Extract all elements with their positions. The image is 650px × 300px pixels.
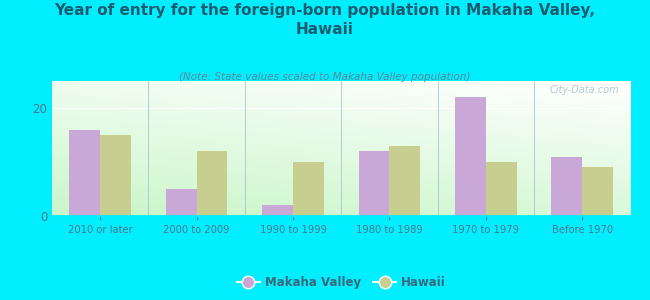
Bar xyxy=(551,157,582,216)
Text: (Note: State values scaled to Makaha Valley population): (Note: State values scaled to Makaha Val… xyxy=(179,72,471,82)
Bar xyxy=(486,162,517,216)
Bar xyxy=(359,151,389,216)
Bar xyxy=(166,189,196,216)
Bar xyxy=(455,97,486,216)
Text: City-Data.com: City-Data.com xyxy=(549,85,619,95)
Bar xyxy=(389,146,421,216)
Bar xyxy=(196,151,227,216)
Bar xyxy=(582,167,613,216)
Bar xyxy=(70,130,100,216)
Text: Year of entry for the foreign-born population in Makaha Valley,
Hawaii: Year of entry for the foreign-born popul… xyxy=(55,3,595,37)
Legend: Makaha Valley, Hawaii: Makaha Valley, Hawaii xyxy=(232,272,450,294)
Bar xyxy=(262,205,293,216)
Bar xyxy=(293,162,324,216)
Bar xyxy=(100,135,131,216)
